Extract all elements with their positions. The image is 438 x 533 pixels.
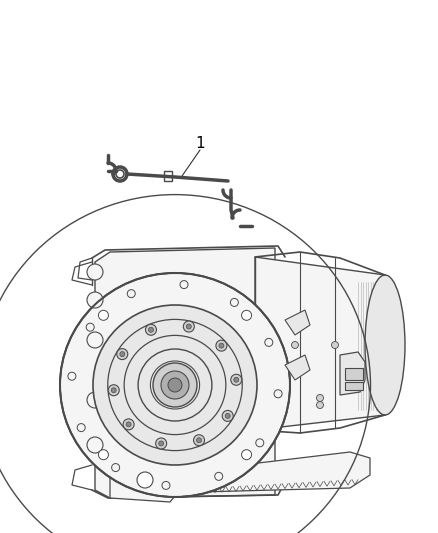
Text: 1: 1 — [195, 135, 205, 150]
Circle shape — [112, 464, 120, 472]
Circle shape — [145, 324, 156, 335]
Polygon shape — [110, 458, 180, 502]
Circle shape — [216, 340, 227, 351]
Circle shape — [99, 450, 109, 459]
Ellipse shape — [365, 275, 405, 415]
Ellipse shape — [93, 305, 257, 465]
Circle shape — [87, 437, 103, 453]
Circle shape — [117, 349, 128, 360]
Circle shape — [219, 343, 224, 348]
Circle shape — [230, 298, 238, 306]
Circle shape — [87, 332, 103, 348]
Circle shape — [123, 419, 134, 430]
Circle shape — [155, 438, 167, 449]
Bar — [345, 368, 363, 380]
Circle shape — [225, 414, 230, 418]
Polygon shape — [255, 257, 385, 430]
Polygon shape — [200, 452, 370, 492]
Circle shape — [197, 438, 201, 443]
Circle shape — [161, 371, 189, 399]
Circle shape — [234, 377, 239, 382]
Circle shape — [148, 327, 153, 332]
Circle shape — [87, 292, 103, 308]
Circle shape — [317, 401, 324, 408]
Circle shape — [274, 390, 282, 398]
Circle shape — [222, 410, 233, 422]
Circle shape — [87, 264, 103, 280]
Circle shape — [86, 323, 94, 331]
Circle shape — [242, 450, 251, 459]
Circle shape — [120, 352, 125, 357]
Circle shape — [99, 310, 109, 320]
Circle shape — [126, 422, 131, 427]
Circle shape — [180, 280, 188, 288]
Circle shape — [184, 321, 194, 332]
Ellipse shape — [60, 273, 290, 497]
Circle shape — [87, 392, 103, 408]
Polygon shape — [340, 352, 365, 395]
Circle shape — [108, 385, 119, 395]
Circle shape — [137, 472, 153, 488]
Circle shape — [215, 472, 223, 480]
Bar — [345, 382, 363, 390]
Circle shape — [77, 424, 85, 432]
Circle shape — [256, 439, 264, 447]
Polygon shape — [285, 310, 310, 335]
Circle shape — [127, 289, 135, 297]
Circle shape — [317, 394, 324, 401]
Bar — [164, 171, 172, 181]
Circle shape — [68, 372, 76, 380]
Circle shape — [162, 481, 170, 489]
Circle shape — [332, 342, 339, 349]
Circle shape — [111, 387, 116, 393]
Circle shape — [194, 435, 205, 446]
Circle shape — [242, 310, 251, 320]
Circle shape — [153, 363, 197, 407]
Circle shape — [159, 441, 164, 446]
Circle shape — [168, 378, 182, 392]
Polygon shape — [95, 248, 275, 498]
Polygon shape — [285, 355, 310, 380]
Circle shape — [231, 374, 242, 385]
Circle shape — [186, 324, 191, 329]
Circle shape — [265, 338, 273, 346]
Circle shape — [292, 342, 299, 349]
